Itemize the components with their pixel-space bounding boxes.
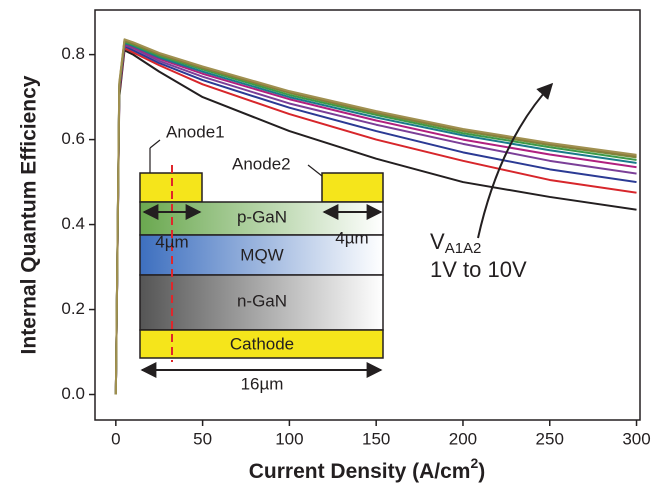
x-tick-label: 200 — [449, 429, 477, 448]
annotation-range: 1V to 10V — [430, 257, 527, 282]
total-width-label: 16µm — [241, 374, 284, 393]
annotation-subscript: A1A2 — [445, 240, 482, 257]
anode2-label: Anode2 — [232, 154, 291, 173]
p-layer-label: p-GaN — [237, 207, 287, 226]
y-axis-title: Internal Quantum Efficiency — [18, 75, 41, 354]
anode1-label: Anode1 — [166, 122, 225, 141]
x-axis-title: Current Density (A/cm2) — [249, 455, 486, 483]
x-axis-title-main: Current Density (A/cm — [249, 460, 471, 483]
x-tick-label: 50 — [193, 429, 212, 448]
x-tick-label: 300 — [622, 429, 650, 448]
anode1-leader — [150, 140, 160, 148]
mqw-label: MQW — [240, 245, 283, 264]
annotation-symbol: V — [430, 229, 445, 254]
annotation-label: VA1A2 — [430, 229, 481, 257]
x-tick-label: 250 — [536, 429, 564, 448]
x-tick-label: 150 — [362, 429, 390, 448]
annotation-arrow — [478, 84, 552, 238]
y-tick-label: 0.2 — [61, 299, 85, 318]
x-tick-label: 100 — [275, 429, 303, 448]
y-tick-label: 0.8 — [61, 44, 85, 63]
inset: Anode1 Anode2 p-GaN MQW n-GaN Cathode 4µ… — [140, 122, 383, 393]
x-axis-title-sup: 2 — [470, 455, 478, 471]
cathode-label: Cathode — [230, 334, 294, 353]
x-axis-title-end: ) — [478, 460, 485, 483]
anode2-leader — [308, 165, 322, 176]
anode2-pad — [322, 173, 383, 202]
x-tick-label: 0 — [111, 429, 120, 448]
y-tick-label: 0.4 — [61, 214, 85, 233]
chart: Internal Quantum Efficiency Current Dens… — [0, 0, 654, 491]
y-tick-label: 0.0 — [61, 384, 85, 403]
y-tick-label: 0.6 — [61, 129, 85, 148]
n-layer-label: n-GaN — [237, 291, 287, 310]
left-width-label: 4µm — [155, 232, 188, 251]
right-width-label: 4µm — [335, 228, 368, 247]
